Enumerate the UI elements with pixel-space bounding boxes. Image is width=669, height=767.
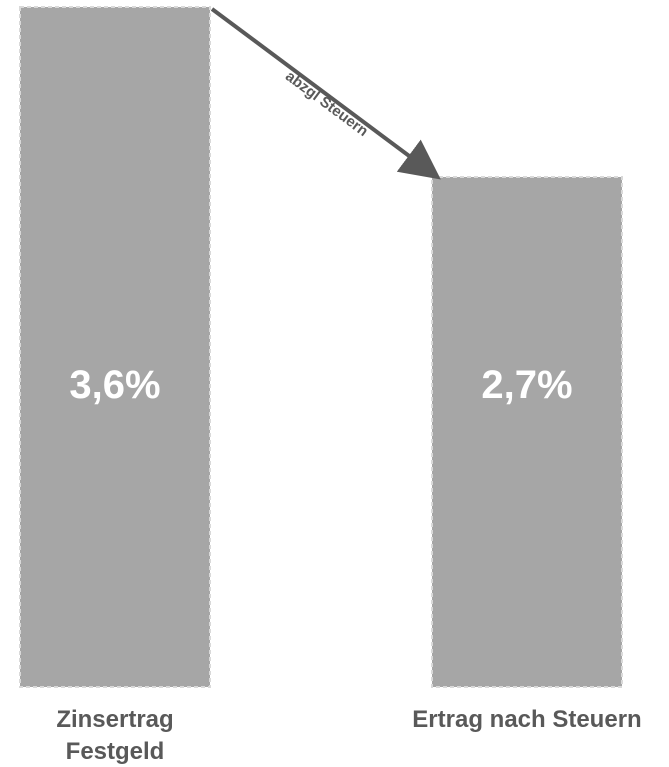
bar-1 xyxy=(19,6,211,688)
annotation-arrow xyxy=(210,7,441,180)
data-label-2: 2,7% xyxy=(481,363,572,407)
annotation-label: abzgl Steuern xyxy=(282,68,371,140)
category-label-1-line-2: Festgeld xyxy=(66,738,165,765)
category-label-2: Ertrag nach Steuern xyxy=(412,706,641,733)
data-label-1: 3,6% xyxy=(69,363,160,407)
bar-2 xyxy=(431,176,623,688)
category-label-1-line-1: Zinsertrag xyxy=(56,706,173,733)
